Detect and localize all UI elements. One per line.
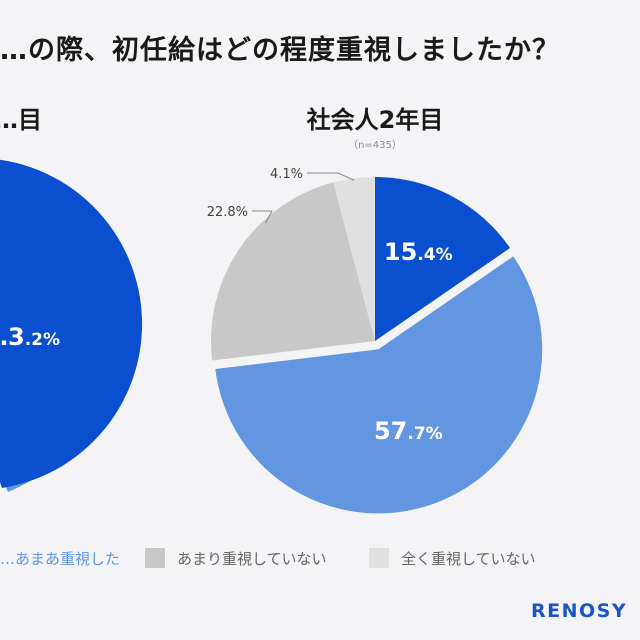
leader-line-4 — [307, 172, 355, 181]
left-slice-label: …3.2% — [0, 323, 60, 351]
legend-swatch — [369, 548, 389, 568]
pie-slice-2 — [215, 256, 543, 514]
legend-item-not-much: あまり重視していない — [145, 547, 327, 569]
legend-item-not-at-all: 全く重視していない — [369, 547, 536, 569]
right-chart-sample-size: （n=435） — [348, 140, 402, 151]
pie-slice-3 — [211, 182, 375, 361]
right-chart-title: 社会人2年目 — [306, 106, 444, 134]
left-chart-title: …目 — [0, 106, 42, 134]
legend-swatch — [145, 548, 165, 568]
legend-item-somewhat: …あまあ重視した — [0, 547, 120, 569]
slice-label-3: 22.8% — [207, 205, 248, 220]
legend-item-label: 全く重視していない — [401, 549, 536, 568]
legend-item-label: …あまあ重視した — [0, 549, 121, 568]
page-title: …の際、初任給はどの程度重視しましたか？ — [0, 35, 560, 66]
renosy-logo: RENOSY — [531, 600, 628, 622]
right-pie-chart: 15.4% 57.7% 22.8% 4.1% — [207, 167, 543, 514]
leader-line-3 — [252, 210, 273, 224]
slice-label-4: 4.1% — [270, 167, 303, 182]
pie-slice-4 — [333, 177, 375, 341]
pie-slice-1 — [375, 177, 511, 341]
left-pie-chart: …3.2% — [0, 159, 143, 492]
left-slice-blue — [0, 159, 143, 488]
legend-item-label: あまり重視していない — [177, 549, 327, 568]
slice-label-2: 57.7% — [374, 417, 443, 445]
slice-label-1: 15.4% — [384, 238, 453, 266]
